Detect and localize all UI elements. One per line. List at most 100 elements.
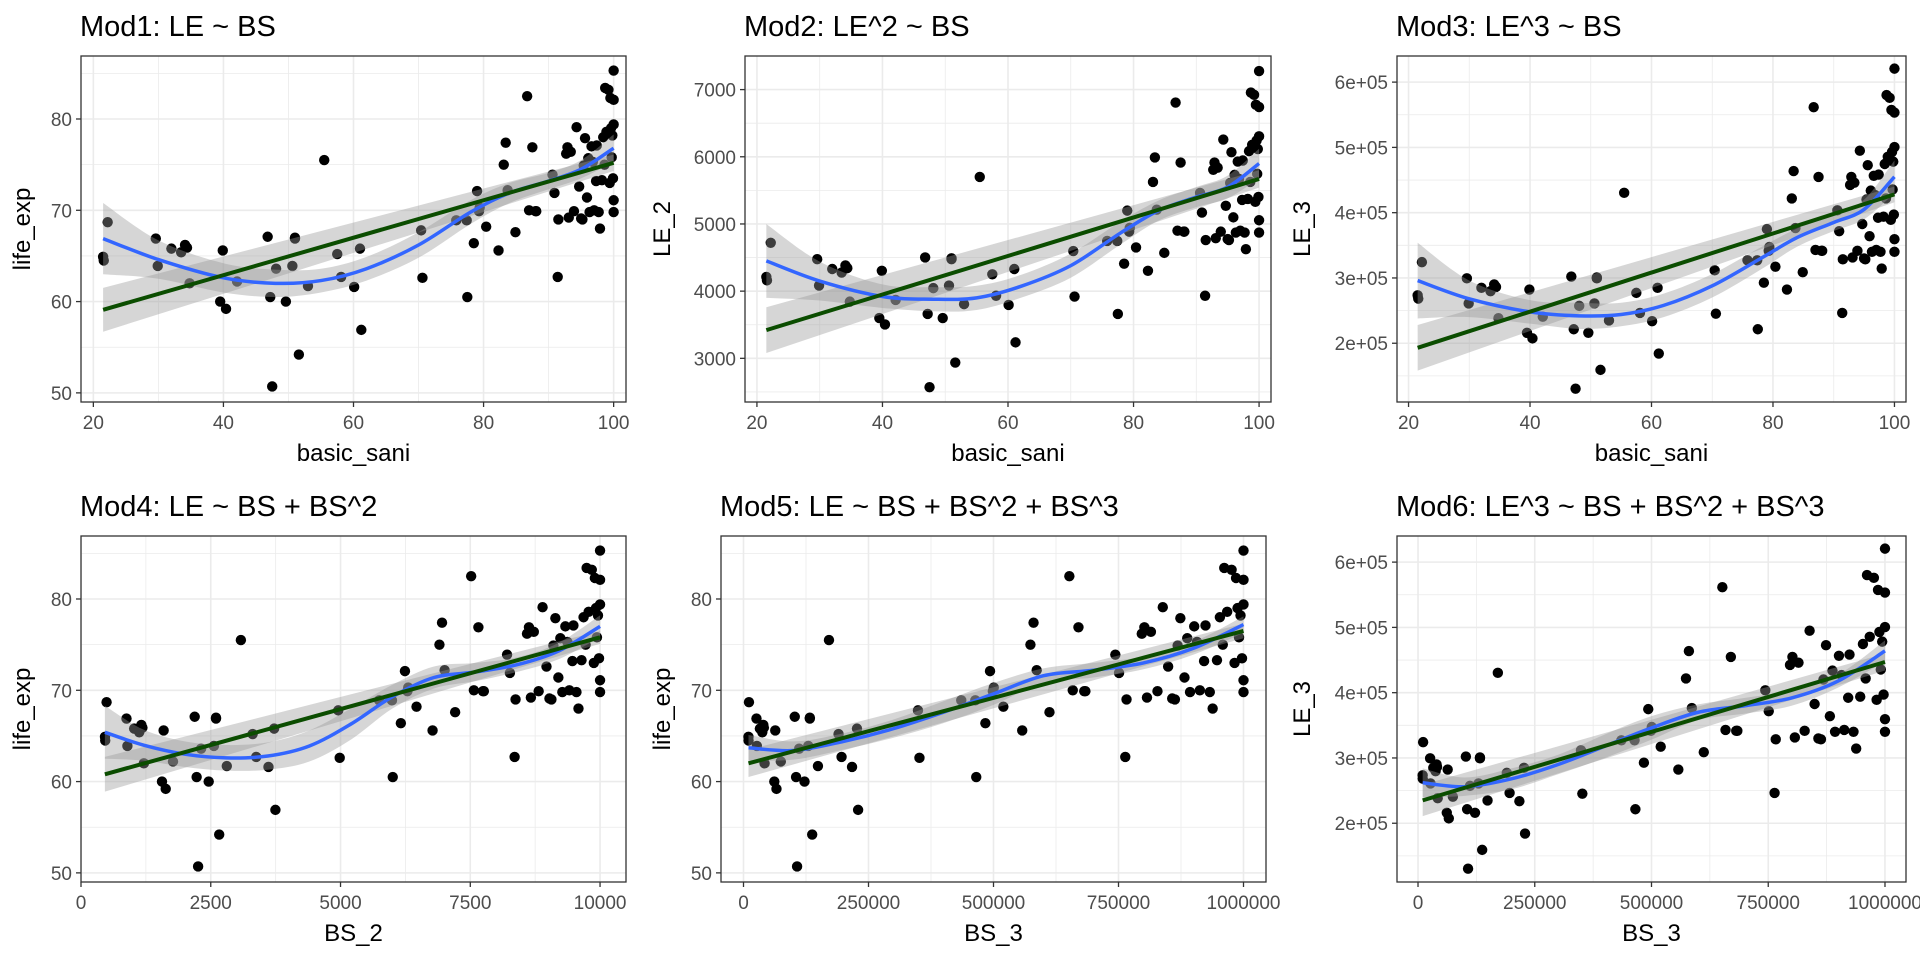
data-point [1253,131,1265,142]
loess-confidence-band [748,616,1244,761]
panel-title: Mod5: LE ~ BS + BS^2 + BS^3 [720,491,1119,523]
data-point [1849,177,1860,188]
data-point [573,181,585,192]
data-point [571,122,582,133]
data-point [1253,65,1265,77]
data-point [504,667,516,679]
x-tick-label: 1000000 [1848,893,1920,914]
loess-fit-line [1422,649,1886,789]
data-point [1067,685,1078,696]
data-point [1175,612,1186,624]
data-point [836,751,847,763]
fit-overlays [104,615,601,792]
data-point [592,610,604,621]
x-tick-label: 5000 [319,893,361,914]
data-point [1630,804,1641,815]
data-point [1833,225,1845,237]
y-tick-label: 50 [691,864,712,885]
y-tick-label: 5000 [694,215,736,236]
data-point [537,602,548,613]
data-point [1873,169,1884,180]
data-point [937,312,948,324]
data-point [594,545,606,556]
data-point [1182,633,1193,644]
data-point [1223,234,1235,246]
y-tick-label: 70 [51,681,72,702]
data-point [1238,545,1249,556]
data-point [121,713,132,724]
data-point [571,686,582,698]
data-point [411,701,422,712]
y-axis-label: LE_3 [1289,201,1316,257]
data-point [591,140,602,151]
data-point [1214,612,1226,623]
data-point [1142,265,1154,276]
y-tick-label: 70 [51,201,72,222]
y-tick-label: 60 [691,773,712,794]
data-point [1879,621,1891,633]
data-point [1413,293,1424,304]
data-point [1113,667,1125,679]
data-point [1710,308,1722,319]
data-point [608,94,619,106]
data-point [1770,261,1781,272]
data-point [102,216,113,228]
data-point [1198,655,1210,667]
data-point [1476,282,1487,294]
data-point [1416,256,1428,268]
data-point [1844,649,1855,660]
data-point [568,205,580,217]
data-point [1566,271,1577,282]
data-point [1879,713,1891,725]
data-point [607,130,618,141]
data-point [1797,266,1808,278]
data-point [265,291,276,303]
data-point [1887,184,1898,195]
data-point [1720,724,1731,736]
data-point [827,263,838,275]
data-point [1860,254,1871,265]
data-point [1879,726,1891,738]
data-point [594,675,606,686]
data-point [158,725,169,736]
data-point [500,137,511,148]
gridlines [1397,56,1906,402]
y-tick-label: 80 [51,110,72,131]
x-tick-label: 7500 [449,893,491,914]
data-point [1044,706,1055,718]
data-point [1179,226,1190,237]
x-tick-label: 100 [1879,413,1911,434]
data-point [510,694,521,705]
data-point [603,84,614,95]
lm-confidence-band [1422,653,1885,817]
data-point [984,665,996,677]
data-point [1221,606,1233,617]
data-point [565,146,576,158]
data-point [1784,659,1796,671]
data-point [922,308,933,320]
data-point [1770,734,1781,745]
data-point [876,265,888,276]
y-tick-label: 2e+05 [1335,814,1388,835]
data-point [1194,685,1206,696]
data-point [789,711,800,722]
data-point [914,752,925,764]
data-point [1854,145,1866,156]
data-point [1253,191,1264,203]
data-point [1069,291,1080,302]
data-point [1591,272,1603,283]
data-point [1112,308,1124,320]
data-point [152,260,163,272]
data-point [594,574,606,586]
data-point [471,185,483,197]
data-point [1837,307,1848,319]
data-point [1162,661,1174,672]
panel-mod5: Mod5: LE ~ BS + BS^2 + BS^3 0 250000 500000… [640,480,1280,960]
data-point [189,711,200,722]
data-point [1868,572,1880,584]
data-point [1761,223,1773,235]
x-tick-label: 80 [1123,413,1144,434]
chart-mod6: Mod6: LE^3 ~ BS + BS^2 + BS^3 0 250000 5000… [1289,491,1920,947]
fit-overlays [102,134,615,332]
data-point [1149,152,1161,163]
